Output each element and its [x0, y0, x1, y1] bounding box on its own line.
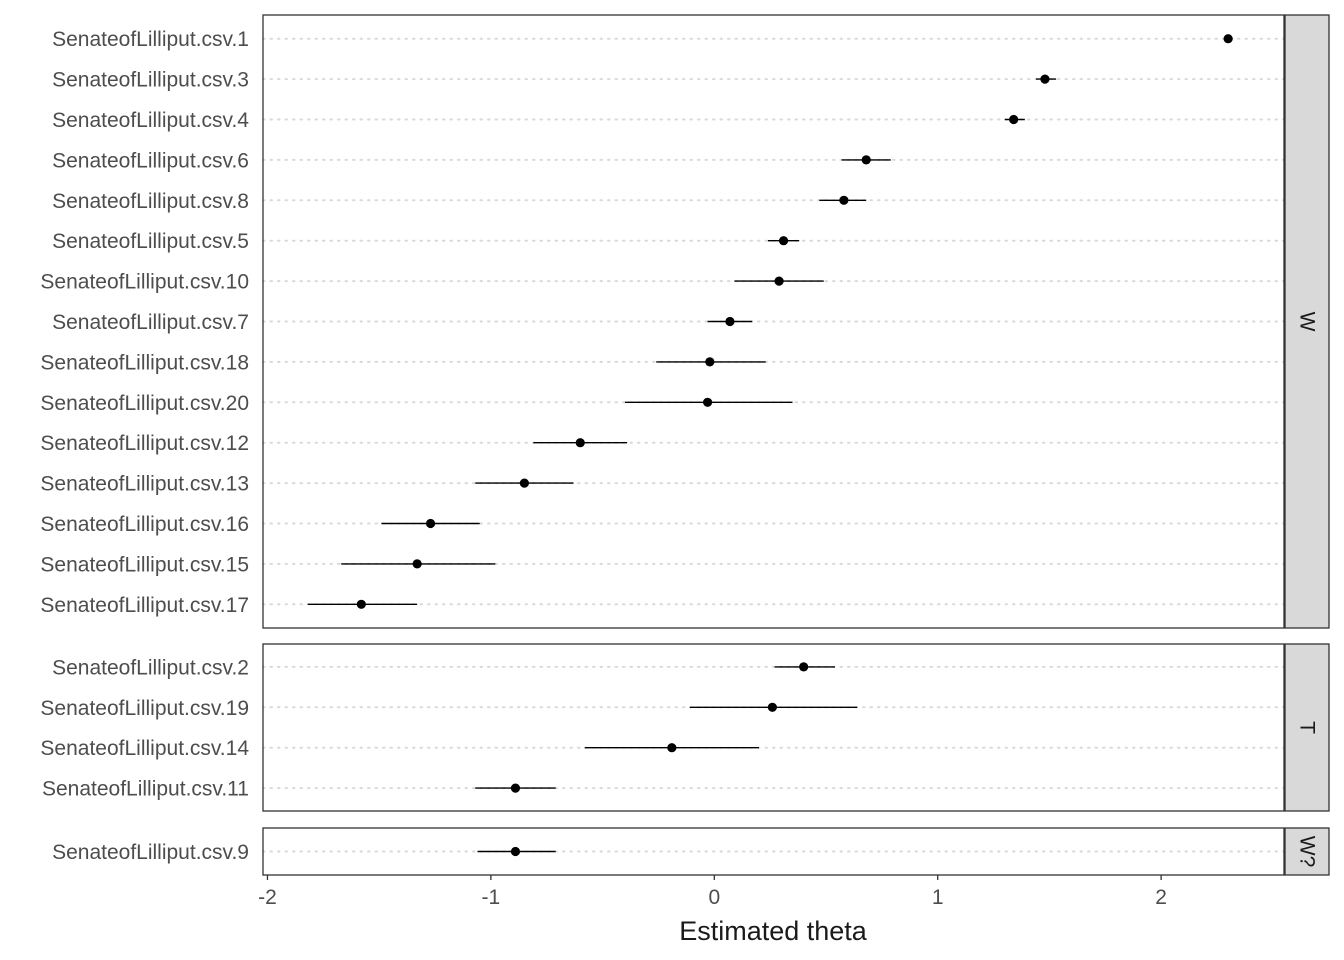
- facet-strip-label: T: [1296, 721, 1319, 734]
- y-tick-label: SenateofLilliput.csv.20: [40, 392, 249, 415]
- estimate-point: [356, 599, 366, 609]
- facet-panel-Wq: SenateofLilliput.csv.9 W?: [52, 827, 1330, 876]
- y-tick-label: SenateofLilliput.csv.1: [52, 28, 249, 51]
- facet-panels: SenateofLilliput.csv.1 SenateofLilliput.c…: [40, 14, 1330, 876]
- x-tick-label: -1: [482, 886, 501, 909]
- y-tick-label: SenateofLilliput.csv.12: [40, 432, 249, 455]
- x-tick-label: -2: [258, 886, 277, 909]
- estimate-point: [510, 783, 521, 793]
- x-tick-label: 2: [1155, 886, 1167, 909]
- panel-border: [262, 14, 1285, 629]
- estimate-point: [702, 397, 713, 407]
- y-tick-label: SenateofLilliput.csv.13: [40, 473, 249, 496]
- estimate-point: [774, 276, 784, 286]
- facet-panel-W: SenateofLilliput.csv.1 SenateofLilliput.c…: [40, 14, 1330, 629]
- x-tick-label: 0: [708, 886, 720, 909]
- y-tick-label: SenateofLilliput.csv.6: [52, 149, 249, 172]
- estimate-point: [1009, 114, 1019, 125]
- y-tick-label: SenateofLilliput.csv.18: [40, 351, 249, 374]
- estimate-point: [861, 155, 871, 165]
- estimate-point: [575, 438, 585, 448]
- estimate-point: [412, 559, 422, 569]
- y-tick-label: SenateofLilliput.csv.4: [52, 109, 249, 132]
- estimate-point: [519, 478, 529, 488]
- facet-strip: [1284, 643, 1330, 812]
- facet-strip-label: W: [1296, 312, 1319, 332]
- estimate-point: [725, 316, 735, 327]
- x-axis-title: Estimated theta: [679, 916, 868, 946]
- y-tick-label: SenateofLilliput.csv.19: [40, 697, 249, 720]
- estimate-point: [799, 662, 809, 672]
- estimate-point: [667, 743, 677, 753]
- panel-border: [262, 643, 1285, 812]
- x-tick-label: 1: [932, 886, 944, 909]
- estimate-point: [705, 357, 715, 367]
- estimate-point: [767, 702, 777, 712]
- y-tick-label: SenateofLilliput.csv.11: [42, 778, 249, 801]
- y-tick-label: SenateofLilliput.csv.8: [52, 190, 249, 213]
- y-tick-label: SenateofLilliput.csv.5: [52, 230, 249, 253]
- y-tick-label: SenateofLilliput.csv.16: [40, 513, 249, 536]
- estimate-point: [425, 518, 436, 529]
- y-tick-label: SenateofLilliput.csv.15: [40, 553, 249, 576]
- x-axis: -2 -1 0 1 2: [258, 875, 1167, 909]
- y-tick-label: SenateofLilliput.csv.2: [52, 656, 249, 679]
- facet-panel-T: SenateofLilliput.csv.2 SenateofLilliput.c…: [40, 643, 1330, 812]
- estimate-point: [510, 846, 521, 857]
- panel-border: [262, 827, 1285, 876]
- facet-strip-label: W?: [1296, 836, 1319, 868]
- facet-strip: [1284, 827, 1330, 876]
- estimate-point: [1223, 34, 1233, 44]
- y-tick-label: SenateofLilliput.csv.10: [40, 271, 249, 294]
- y-tick-label: SenateofLilliput.csv.7: [52, 311, 249, 334]
- panel-background: [263, 644, 1284, 811]
- y-tick-label: SenateofLilliput.csv.14: [40, 737, 249, 760]
- estimate-point: [839, 195, 849, 205]
- estimate-point: [778, 236, 789, 246]
- y-tick-label: SenateofLilliput.csv.17: [40, 594, 249, 617]
- facet-strip: [1284, 14, 1330, 629]
- estimate-point: [1040, 74, 1050, 84]
- y-tick-label: SenateofLilliput.csv.3: [52, 69, 249, 92]
- y-tick-label: SenateofLilliput.csv.9: [52, 841, 249, 864]
